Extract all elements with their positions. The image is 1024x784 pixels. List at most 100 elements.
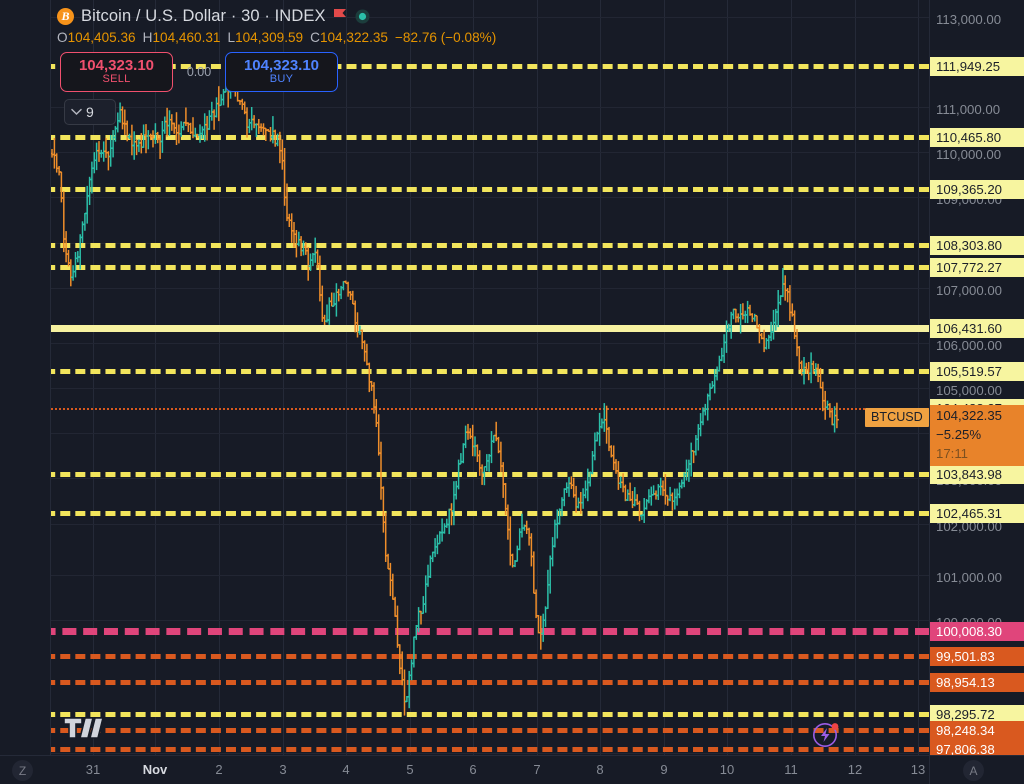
price-bar — [527, 527, 532, 546]
sell-price: 104,323.10 — [78, 56, 155, 74]
price-level-label[interactable]: 99,501.83 — [930, 647, 1024, 666]
price-bar — [771, 309, 776, 340]
level-line[interactable] — [0, 510, 929, 516]
time-axis[interactable]: 31 Nov 2 3 4 5 6 7 8 9 10 11 12 13 Z A — [0, 755, 1024, 784]
chart-left-margin — [0, 0, 51, 755]
price-level-label[interactable]: 109,365.20 — [930, 180, 1024, 199]
price-level-label[interactable]: 106,431.60 — [930, 319, 1024, 338]
price-bar — [277, 131, 282, 164]
price-bar — [141, 124, 146, 148]
gridline-horizontal — [0, 17, 929, 18]
price-bar — [675, 488, 680, 506]
price-bar — [71, 265, 76, 281]
level-line[interactable] — [0, 746, 929, 752]
price-bar — [118, 102, 123, 123]
symbol-title[interactable]: Bitcoin / U.S. Dollar · 30 · INDEX — [81, 6, 326, 25]
price-bar — [397, 644, 402, 675]
price-bar — [724, 320, 729, 353]
price-bar — [402, 669, 407, 716]
level-line[interactable] — [0, 264, 929, 270]
level-line[interactable] — [0, 325, 929, 332]
price-bar — [381, 486, 386, 533]
level-line[interactable] — [0, 653, 929, 659]
level-line[interactable] — [0, 186, 929, 192]
price-level-label[interactable]: 105,519.57 — [930, 362, 1024, 381]
axis-divider — [929, 756, 930, 784]
symbol-header[interactable]: B Bitcoin / U.S. Dollar · 30 · INDEX — [57, 5, 496, 27]
price-level-label[interactable]: 98,954.13 — [930, 673, 1024, 692]
gridline-vertical — [219, 0, 220, 755]
price-bar — [482, 466, 487, 486]
price-bar — [623, 484, 628, 502]
chart-count-value: 9 — [86, 104, 94, 120]
red-flag-icon[interactable] — [333, 8, 348, 24]
price-bar — [115, 112, 120, 133]
price-level-label[interactable]: 97,806.38 — [930, 740, 1024, 755]
chart-count-dropdown[interactable]: 9 — [64, 99, 116, 125]
buy-button[interactable]: 104,323.10 BUY — [225, 52, 338, 92]
price-level-label[interactable]: 98,248.34 — [930, 721, 1024, 740]
sell-button[interactable]: 104,323.10 SELL — [60, 52, 173, 92]
price-bar — [484, 454, 489, 472]
ohlc-low-key: L — [227, 30, 236, 45]
price-bar — [355, 312, 360, 338]
gridline-horizontal — [0, 433, 929, 434]
price-axis[interactable]: 113,000.00 111,000.00 110,000.00 109,000.00… — [929, 0, 1024, 755]
price-level-label[interactable]: 100,008.30 — [930, 622, 1024, 641]
price-bar — [254, 123, 259, 137]
price-bar — [501, 462, 506, 498]
price-bar — [78, 234, 83, 270]
price-level-label[interactable]: 102,465.31 — [930, 504, 1024, 523]
series-price-tag[interactable]: BTCUSD — [865, 408, 929, 427]
price-bar — [827, 403, 832, 418]
price-bar — [353, 300, 358, 333]
lightning-alerts-icon[interactable] — [812, 720, 840, 748]
level-line[interactable] — [0, 242, 929, 248]
level-line[interactable] — [0, 134, 929, 140]
price-bar — [214, 97, 219, 118]
level-line[interactable] — [0, 727, 929, 733]
chart-canvas[interactable] — [0, 0, 929, 755]
level-line[interactable] — [0, 627, 929, 635]
ohlc-high-value: 104,460.31 — [152, 30, 221, 45]
price-axis-tick: 110,000.00 — [936, 147, 1002, 162]
ohlc-values: O104,405.36 H104,460.31 L104,309.59 C104,32… — [57, 30, 496, 47]
price-bar — [813, 363, 818, 376]
current-price-value: 104,322.35 — [936, 408, 1003, 424]
price-bar — [395, 605, 400, 648]
level-line[interactable] — [0, 408, 929, 410]
level-line[interactable] — [0, 368, 929, 374]
price-bar — [715, 366, 720, 381]
price-bar — [449, 503, 454, 526]
price-bar — [320, 285, 325, 322]
price-level-label[interactable]: 110,465.80 — [930, 128, 1024, 147]
gridline-horizontal — [0, 478, 929, 479]
price-level-label[interactable]: 103,843.98 — [930, 465, 1024, 484]
price-level-label[interactable]: 111,949.25 — [930, 57, 1024, 76]
price-bar — [818, 367, 823, 389]
price-bar — [780, 268, 785, 298]
gridline-vertical — [93, 0, 94, 755]
axis-auto-scale-button[interactable]: A — [963, 760, 984, 781]
price-bar — [750, 313, 755, 323]
market-open-dot-icon[interactable] — [355, 9, 370, 24]
price-level-label[interactable]: 107,772.27 — [930, 258, 1024, 277]
price-bar — [802, 357, 806, 385]
gridline-horizontal — [0, 152, 929, 153]
price-bar — [491, 434, 496, 443]
level-line[interactable] — [0, 471, 929, 477]
gridline-horizontal — [0, 753, 929, 754]
axis-reset-left-button[interactable]: Z — [12, 760, 33, 781]
level-line[interactable] — [0, 63, 929, 69]
price-level-label[interactable]: 98,295.72 — [930, 705, 1024, 724]
price-bar — [61, 191, 66, 253]
level-line[interactable] — [0, 679, 929, 685]
price-bar — [691, 450, 696, 464]
price-bar — [663, 474, 668, 505]
level-line[interactable] — [0, 711, 929, 717]
price-bar — [463, 425, 468, 449]
price-bar — [489, 431, 494, 464]
price-axis-tick: 105,000.00 — [936, 383, 1003, 398]
price-level-label[interactable]: 108,303.80 — [930, 236, 1024, 255]
